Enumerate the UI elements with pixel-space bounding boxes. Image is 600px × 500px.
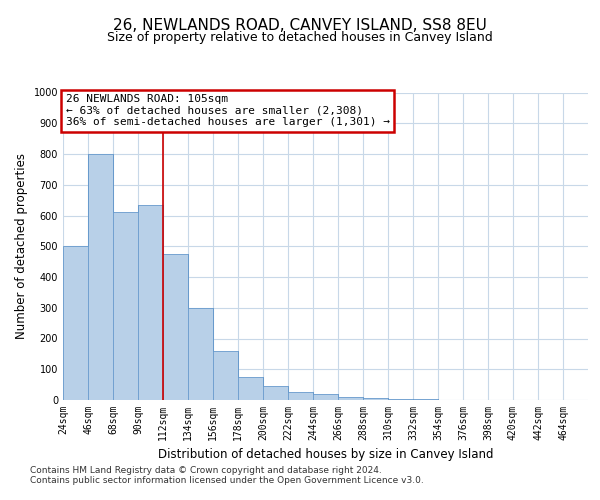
Text: Contains HM Land Registry data © Crown copyright and database right 2024.
Contai: Contains HM Land Registry data © Crown c… (30, 466, 424, 485)
Y-axis label: Number of detached properties: Number of detached properties (15, 153, 28, 339)
X-axis label: Distribution of detached houses by size in Canvey Island: Distribution of detached houses by size … (158, 448, 493, 462)
Text: Size of property relative to detached houses in Canvey Island: Size of property relative to detached ho… (107, 31, 493, 44)
Text: 26, NEWLANDS ROAD, CANVEY ISLAND, SS8 8EU: 26, NEWLANDS ROAD, CANVEY ISLAND, SS8 8E… (113, 18, 487, 32)
Polygon shape (63, 154, 588, 400)
Text: 26 NEWLANDS ROAD: 105sqm
← 63% of detached houses are smaller (2,308)
36% of sem: 26 NEWLANDS ROAD: 105sqm ← 63% of detach… (65, 94, 389, 127)
